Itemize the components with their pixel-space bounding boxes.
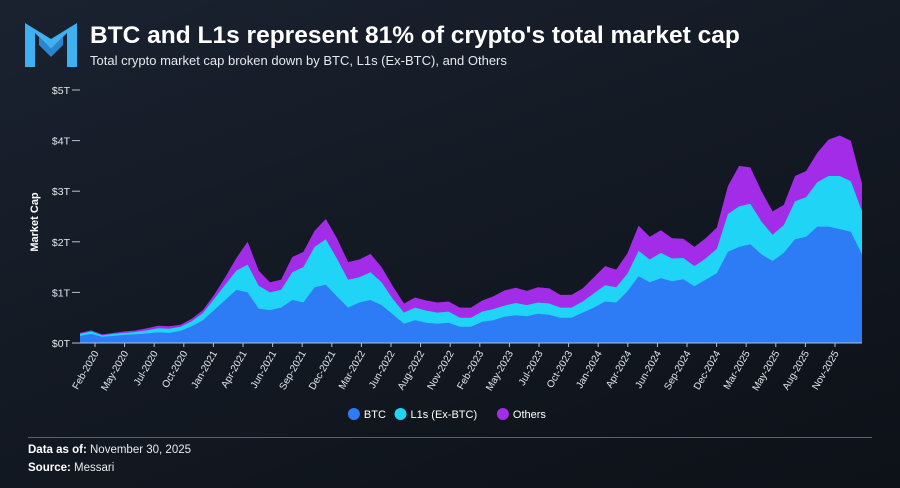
- messari-logo-icon: [25, 23, 77, 67]
- x-tick-label: Mar-2025: [722, 349, 753, 392]
- y-tick-label: $5T: [52, 85, 71, 97]
- chart-title: BTC and L1s represent 81% of crypto's to…: [90, 22, 740, 49]
- legend-swatch: [496, 408, 509, 420]
- market-cap-chart: Market Cap $0T$1T$2T$3T$4T$5T Feb-2020Ma…: [29, 85, 862, 421]
- legend: BTC L1s (Ex-BTC) Others: [347, 408, 547, 421]
- x-tick-label: May-2025: [751, 349, 783, 393]
- source-label: Source:: [28, 462, 71, 474]
- legend-label: BTC: [364, 409, 386, 421]
- x-tick-label: Aug-2025: [781, 349, 812, 392]
- x-tick-label: Mar-2022: [337, 349, 368, 392]
- source-line: Source: Messari: [28, 462, 114, 474]
- x-tick-label: Jun-2024: [634, 349, 665, 391]
- x-tick-label: Jul-2023: [517, 349, 546, 388]
- x-tick-label: May-2020: [99, 349, 131, 393]
- x-tick-label: Feb-2020: [71, 349, 102, 392]
- x-tick-label: Dec-2024: [692, 349, 723, 392]
- x-tick-label: Oct-2020: [160, 349, 190, 391]
- source-value: Messari: [74, 462, 115, 474]
- y-tick-label: $1T: [52, 287, 71, 299]
- x-tick-label: Apr-2021: [220, 349, 250, 391]
- x-tick-label: Feb-2023: [455, 349, 486, 392]
- x-tick-label: Apr-2024: [604, 349, 634, 391]
- x-tick-label: Oct-2023: [545, 349, 575, 391]
- area-btc: [80, 226, 862, 343]
- legend-label: L1s (Ex-BTC): [411, 409, 478, 421]
- x-tick-label: Jan-2021: [190, 349, 221, 391]
- y-tick-label: $2T: [52, 237, 71, 249]
- x-tick-label: Nov-2022: [426, 349, 457, 392]
- legend-swatch: [394, 408, 407, 420]
- x-tick-label: Jul-2020: [132, 349, 161, 388]
- x-tick-label: Dec-2021: [307, 349, 338, 392]
- x-tick-label: Jun-2022: [367, 349, 398, 391]
- x-tick-label: Jun-2021: [249, 349, 280, 391]
- data-as-of-value: November 30, 2025: [90, 444, 192, 456]
- x-tick-label: May-2023: [484, 349, 516, 393]
- x-tick-label: Nov-2025: [810, 349, 841, 392]
- y-tick-label: $4T: [52, 136, 71, 148]
- legend-label: Others: [513, 409, 547, 421]
- data-as-of-line: Data as of: November 30, 2025: [28, 444, 191, 456]
- data-as-of-label: Data as of:: [28, 444, 87, 456]
- chart-subtitle: Total crypto market cap broken down by B…: [90, 53, 507, 68]
- x-tick-label: Jan-2024: [574, 349, 605, 391]
- y-axis-label: Market Cap: [29, 192, 41, 252]
- legend-swatch: [347, 408, 360, 420]
- y-tick-label: $0T: [52, 338, 71, 350]
- footer-divider: [28, 437, 872, 438]
- x-tick-label: Sep-2024: [662, 349, 693, 392]
- x-tick-label: Sep-2021: [278, 349, 309, 392]
- x-tick-label: Aug-2022: [396, 349, 427, 392]
- y-tick-label: $3T: [52, 186, 71, 198]
